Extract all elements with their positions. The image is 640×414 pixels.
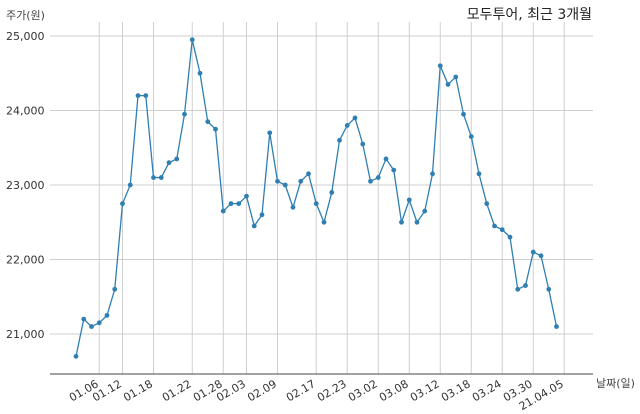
data-point [275, 178, 280, 184]
data-point [143, 93, 149, 98]
grid [50, 22, 593, 374]
series [73, 37, 559, 359]
x-tick-label: 02.23 [315, 377, 349, 404]
data-point [499, 227, 505, 233]
y-tick-label: 23,000 [6, 179, 45, 192]
data-point [96, 320, 102, 326]
data-point [251, 223, 257, 229]
data-point [213, 126, 218, 132]
x-tick-label: 02.09 [245, 377, 279, 404]
data-point [375, 175, 381, 180]
x-tick-label: 03.18 [439, 377, 473, 404]
data-point [445, 82, 451, 87]
x-tick-label: 01.18 [121, 377, 155, 404]
data-point [174, 156, 180, 162]
data-point [406, 197, 412, 203]
data-point [523, 283, 528, 288]
data-point [313, 201, 319, 207]
data-point [430, 171, 435, 177]
x-axis-title: 날짜(일) [596, 376, 635, 390]
y-tick-label: 25,000 [6, 30, 45, 43]
data-point [538, 253, 544, 259]
chart-title: 모두투어, 최근 3개월 [467, 7, 592, 23]
y-tick-label: 21,000 [6, 328, 45, 341]
data-point [484, 201, 490, 207]
data-point [507, 234, 513, 240]
data-point [267, 130, 273, 136]
x-tick-label: 03.12 [408, 377, 442, 404]
data-point [197, 70, 203, 76]
data-point [461, 111, 466, 117]
data-point [89, 324, 94, 329]
data-point [515, 286, 521, 292]
data-point [383, 156, 389, 162]
data-point [158, 175, 164, 180]
data-point [530, 249, 536, 255]
data-point [182, 111, 187, 117]
data-point [329, 190, 335, 195]
data-point [120, 201, 125, 207]
data-point [290, 204, 296, 210]
data-point [391, 167, 397, 173]
data-point [476, 171, 482, 177]
data-point [151, 175, 156, 180]
data-point [259, 212, 265, 218]
data-point [236, 201, 242, 207]
data-point [135, 93, 141, 98]
data-point [422, 208, 428, 214]
x-tick-label: 01.22 [160, 377, 194, 404]
x-tick-label: 02.17 [284, 377, 318, 404]
data-point [492, 223, 497, 229]
data-point [81, 316, 87, 322]
data-point [368, 178, 373, 184]
data-point [453, 74, 459, 80]
data-point [337, 137, 342, 143]
data-point [437, 63, 443, 69]
x-tick-label: 03.02 [346, 377, 380, 404]
y-tick-label: 22,000 [6, 254, 45, 267]
data-point [298, 178, 304, 184]
data-point [244, 193, 249, 199]
y-tick-label: 24,000 [6, 105, 45, 118]
data-point [321, 219, 327, 225]
data-point [546, 286, 552, 292]
data-point [414, 219, 420, 225]
data-point [352, 115, 358, 121]
labels: 모두투어, 최근 3개월 주가(원) 날짜(일) 21,000 22,000 23,… [6, 7, 635, 413]
data-point [205, 119, 211, 125]
data-point [399, 219, 404, 225]
data-point [166, 160, 172, 166]
data-point [306, 171, 311, 177]
data-point [554, 324, 559, 329]
data-point [228, 201, 234, 207]
x-tick-label: 03.24 [470, 377, 504, 404]
data-point [104, 312, 110, 318]
y-axis-title: 주가(원) [6, 9, 45, 22]
data-point [73, 353, 79, 359]
data-point [220, 208, 226, 214]
data-point [112, 286, 118, 292]
x-tick-label: 03.08 [377, 377, 411, 404]
data-point [468, 134, 474, 139]
data-point [127, 182, 133, 188]
data-point [282, 182, 288, 188]
data-point [360, 141, 366, 147]
data-point [344, 123, 350, 128]
data-point [189, 37, 195, 43]
